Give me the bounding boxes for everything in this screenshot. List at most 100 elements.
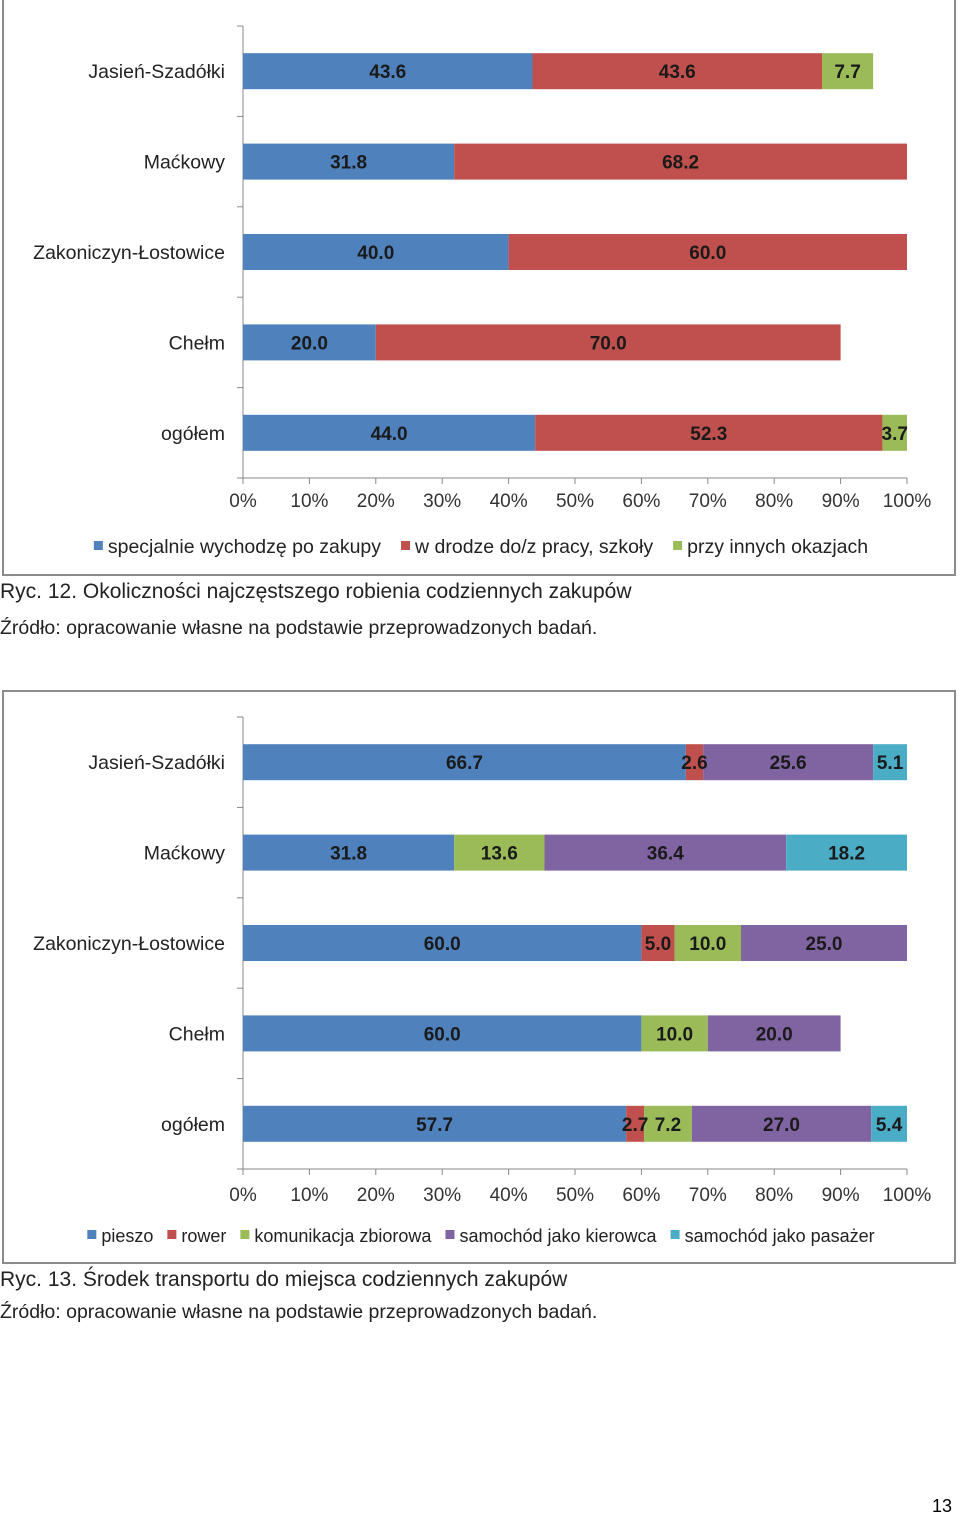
x-tick-label: 30% — [423, 491, 461, 512]
data-label: 43.6 — [369, 62, 406, 83]
category-label: Jasień-Szadółki — [88, 61, 225, 83]
bar-segment — [544, 834, 787, 871]
bar-segment — [786, 834, 907, 871]
x-tick-label: 90% — [822, 1185, 860, 1206]
x-tick-label: 50% — [556, 491, 594, 512]
bar-segment — [375, 324, 841, 361]
data-label: 44.0 — [371, 424, 408, 445]
category-label: Zakoniczyn-Łostowice — [33, 933, 225, 955]
bar-segment — [685, 744, 704, 781]
legend: specjalnie wychodzę po zakupy w drodze do… — [93, 536, 868, 558]
data-label: 57.7 — [416, 1115, 453, 1136]
legend-label: pieszo — [101, 1226, 153, 1246]
legend-swatch — [445, 1230, 455, 1239]
data-label: 20.0 — [756, 1024, 793, 1045]
bar-segment — [703, 744, 874, 781]
x-tick-label: 60% — [622, 491, 660, 512]
bar-segment — [243, 925, 642, 961]
x-tick-label: 80% — [755, 491, 793, 512]
category-label: ogółem — [161, 1114, 225, 1136]
data-label: 5.4 — [876, 1115, 903, 1136]
data-label: 60.0 — [689, 243, 726, 264]
data-label: 13.6 — [481, 844, 518, 865]
category-label: Maćkowy — [144, 843, 226, 865]
legend-swatch — [673, 541, 683, 550]
data-label: 31.8 — [330, 844, 367, 865]
x-tick-label: 70% — [689, 1185, 727, 1206]
legend-label: rower — [181, 1226, 226, 1246]
bar-segment — [243, 234, 509, 270]
bar-segment — [626, 1105, 645, 1142]
legend-label: samochód jako pasażer — [685, 1226, 875, 1246]
x-tick-label: 30% — [423, 1185, 461, 1206]
x-tick-label: 80% — [755, 1185, 793, 1206]
data-label: 68.2 — [662, 153, 699, 174]
x-tick-label: 0% — [229, 1185, 257, 1206]
bar-segment — [691, 1105, 872, 1142]
bar-segment — [243, 1015, 642, 1052]
data-label: 18.2 — [828, 844, 865, 865]
bar-segment — [243, 143, 455, 180]
x-tick-label: 40% — [490, 1185, 528, 1206]
bar-segment — [741, 925, 907, 961]
legend-label: specjalnie wychodzę po zakupy — [108, 536, 381, 558]
legend-label: przy innych okazjach — [687, 536, 868, 558]
bar-segment — [641, 925, 675, 961]
bar-segment — [707, 1015, 841, 1052]
category-label: Zakoniczyn-Łostowice — [33, 242, 225, 264]
bar-segment — [882, 414, 907, 451]
data-label: 60.0 — [424, 1024, 461, 1045]
x-tick-label: 100% — [883, 1185, 932, 1206]
chart-12-svg: 0% 10% 20% 30% 40% 50% 60% 70% 80% 90% 100% Jasień-… — [33, 25, 931, 558]
bar-segment — [243, 744, 686, 781]
x-tick-label: 0% — [229, 491, 257, 512]
bar-segment — [243, 1105, 627, 1142]
figure-12-source: Źródło: opracowanie własne na podstawie … — [0, 617, 598, 639]
bar-segment — [454, 143, 907, 180]
data-label: 3.7 — [882, 424, 908, 445]
data-label: 43.6 — [659, 62, 696, 83]
data-label: 66.7 — [446, 753, 483, 774]
data-label: 70.0 — [590, 333, 627, 354]
bar-segment — [873, 744, 907, 781]
data-label: 7.2 — [655, 1115, 681, 1136]
x-tick-label: 20% — [357, 491, 395, 512]
bar-segment — [454, 834, 545, 871]
x-tick-label: 20% — [357, 1185, 395, 1206]
legend-swatch — [87, 1230, 97, 1239]
category-label: Maćkowy — [144, 152, 226, 174]
chart-13-svg: 0% 10% 20% 30% 40% 50% 60% 70% 80% 90% 100% Jasień-… — [33, 716, 932, 1246]
data-label: 31.8 — [330, 153, 367, 174]
legend-swatch — [670, 1230, 680, 1239]
legend: pieszo rower komunikacja zbiorowa samochód … — [87, 1226, 875, 1246]
data-label: 25.0 — [806, 934, 843, 955]
data-label: 5.1 — [877, 753, 904, 774]
bar-segment — [243, 324, 376, 361]
page-number: 13 — [931, 1496, 952, 1516]
data-label: 52.3 — [690, 424, 727, 445]
bar-segment — [243, 414, 536, 451]
data-label: 2.7 — [622, 1115, 648, 1136]
legend-swatch — [401, 541, 411, 550]
bar-segment — [532, 53, 823, 90]
data-label: 5.0 — [645, 934, 671, 955]
bar-segment — [535, 414, 883, 451]
figure-13-source: Źródło: opracowanie własne na podstawie … — [0, 1301, 598, 1323]
x-tick-label: 60% — [622, 1185, 660, 1206]
data-label: 10.0 — [689, 934, 726, 955]
x-tick-label: 70% — [689, 491, 727, 512]
x-tick-label: 50% — [556, 1185, 594, 1206]
bar-segment — [243, 834, 455, 871]
legend-label: komunikacja zbiorowa — [254, 1226, 432, 1246]
legend-swatch — [93, 541, 103, 550]
category-label: ogółem — [161, 423, 225, 445]
data-label: 7.7 — [834, 62, 860, 83]
category-label: Jasień-Szadółki — [88, 752, 225, 774]
chart-12-frame: 0% 10% 20% 30% 40% 50% 60% 70% 80% 90% 100% Jasień-… — [2, 0, 956, 576]
chart-13-frame: 0% 10% 20% 30% 40% 50% 60% 70% 80% 90% 100% Jasień-… — [2, 690, 956, 1264]
data-label: 20.0 — [291, 333, 328, 354]
legend-label: samochód jako kierowca — [459, 1226, 657, 1246]
x-tick-label: 90% — [822, 491, 860, 512]
figure-12-caption: Ryc. 12. Okoliczności najczęstszego robi… — [0, 580, 632, 603]
data-label: 60.0 — [424, 934, 461, 955]
